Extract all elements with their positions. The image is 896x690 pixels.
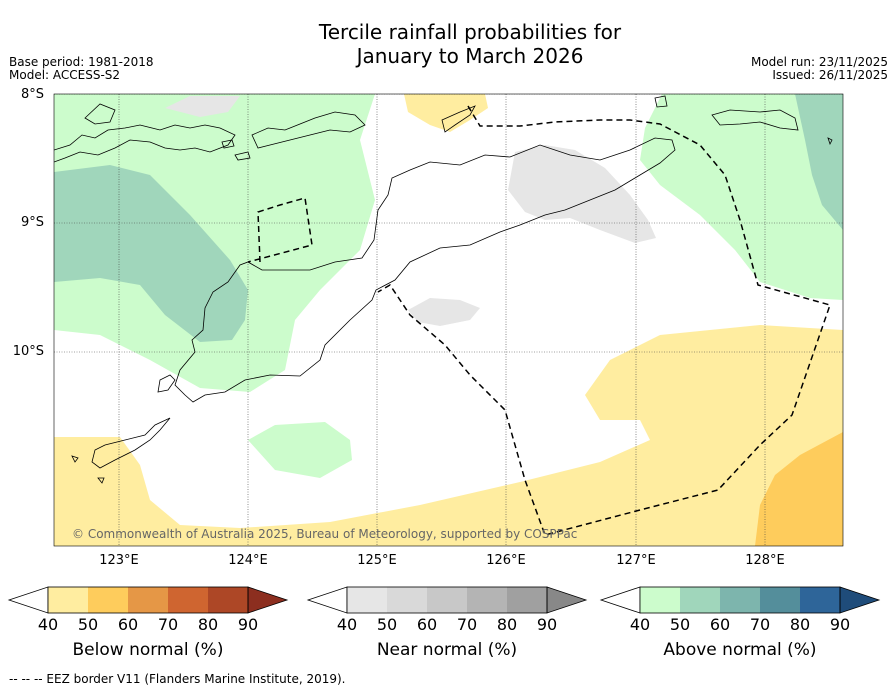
below-tick-90: 90 <box>237 615 259 634</box>
lon-label-128e: 128°E <box>745 553 785 568</box>
title-line-1: Tercile rainfall probabilities for <box>318 20 622 44</box>
lon-label-125e: 125°E <box>357 553 397 568</box>
above-tick-60: 60 <box>709 615 731 634</box>
below-tick-80: 80 <box>197 615 219 634</box>
above-swatch-2 <box>680 587 720 613</box>
below-tick-60: 60 <box>117 615 139 634</box>
title-line-2: January to March 2026 <box>356 44 584 68</box>
above-normal-label: Above normal (%) <box>663 640 817 660</box>
below-swatch-3 <box>128 587 168 613</box>
meta-right: Model run: 23/11/2025 Issued: 26/11/2025 <box>751 56 888 82</box>
above-normal-region-west-50 <box>54 165 248 342</box>
near-swatch-3 <box>427 587 467 613</box>
map-frame <box>53 93 844 547</box>
below-normal-region-southeast <box>755 432 843 546</box>
near-tick-50: 50 <box>376 615 398 634</box>
below-tick-50: 50 <box>77 615 99 634</box>
lat-label-9s: 9°S <box>20 215 44 230</box>
near-tick-90: 90 <box>536 615 558 634</box>
model-name: Model: ACCESS-S2 <box>9 68 121 82</box>
below-swatch-2 <box>88 587 128 613</box>
above-tick-50: 50 <box>669 615 691 634</box>
near-swatch-2 <box>387 587 427 613</box>
above-swatch-4 <box>760 587 800 613</box>
above-normal-region-east-50 <box>795 94 843 230</box>
colorbar-near <box>306 586 588 614</box>
near-normal-label: Near normal (%) <box>376 640 518 660</box>
map-canvas[interactable]: © Commonwealth of Australia 2025, Bureau… <box>54 94 843 546</box>
above-swatch-1 <box>640 587 680 613</box>
above-swatch-5 <box>800 587 840 613</box>
near-normal-region-3 <box>408 298 480 326</box>
coastlines <box>54 95 833 484</box>
issued-date: Issued: 26/11/2025 <box>772 68 888 82</box>
near-tick-70: 70 <box>456 615 478 634</box>
eez-footnote: -- -- -- EEZ border V11 (Flanders Marine… <box>9 672 346 686</box>
near-tick-60: 60 <box>416 615 438 634</box>
map-title: Tercile rainfall probabilities for Janua… <box>0 20 896 68</box>
above-swatch-3 <box>720 587 760 613</box>
below-swatch-4 <box>168 587 208 613</box>
above-normal-region-south <box>248 422 352 478</box>
near-tick-80: 80 <box>496 615 518 634</box>
below-normal-region-south <box>54 325 843 546</box>
colorbar-below <box>7 586 289 614</box>
near-tick-40: 40 <box>336 615 358 634</box>
below-tick-40: 40 <box>37 615 59 634</box>
lon-label-123e: 123°E <box>99 553 139 568</box>
above-tick-40: 40 <box>629 615 651 634</box>
near-swatch-5 <box>507 587 547 613</box>
below-normal-region-north <box>404 94 488 132</box>
above-swatch-6 <box>839 586 881 614</box>
above-normal-region-east <box>640 94 843 300</box>
lon-label-126e: 126°E <box>486 553 526 568</box>
near-swatch-1 <box>347 587 387 613</box>
colorbar-above <box>599 586 881 614</box>
above-tick-80: 80 <box>789 615 811 634</box>
near-normal-region-2 <box>508 145 656 243</box>
lon-label-127e: 127°E <box>616 553 656 568</box>
below-tick-70: 70 <box>157 615 179 634</box>
lat-label-10s: 10°S <box>12 344 44 359</box>
lon-label-124e: 124°E <box>228 553 268 568</box>
near-swatch-6 <box>546 586 588 614</box>
near-swatch-4 <box>467 587 507 613</box>
below-normal-label: Below normal (%) <box>72 640 224 660</box>
base-period: Base period: 1981-2018 <box>9 55 154 69</box>
below-swatch-1 <box>48 587 88 613</box>
above-tick-90: 90 <box>829 615 851 634</box>
model-run: Model run: 23/11/2025 <box>750 55 888 69</box>
below-swatch-5 <box>208 587 248 613</box>
graticule <box>54 94 843 546</box>
lat-label-8s: 8°S <box>20 87 44 102</box>
above-tick-70: 70 <box>749 615 771 634</box>
below-swatch-6 <box>247 586 289 614</box>
meta-left: Base period: 1981-2018 Model: ACCESS-S2 <box>9 56 154 82</box>
copyright-notice: © Commonwealth of Australia 2025, Bureau… <box>72 527 577 541</box>
eez-border <box>247 105 831 536</box>
near-normal-region-1 <box>165 96 240 117</box>
